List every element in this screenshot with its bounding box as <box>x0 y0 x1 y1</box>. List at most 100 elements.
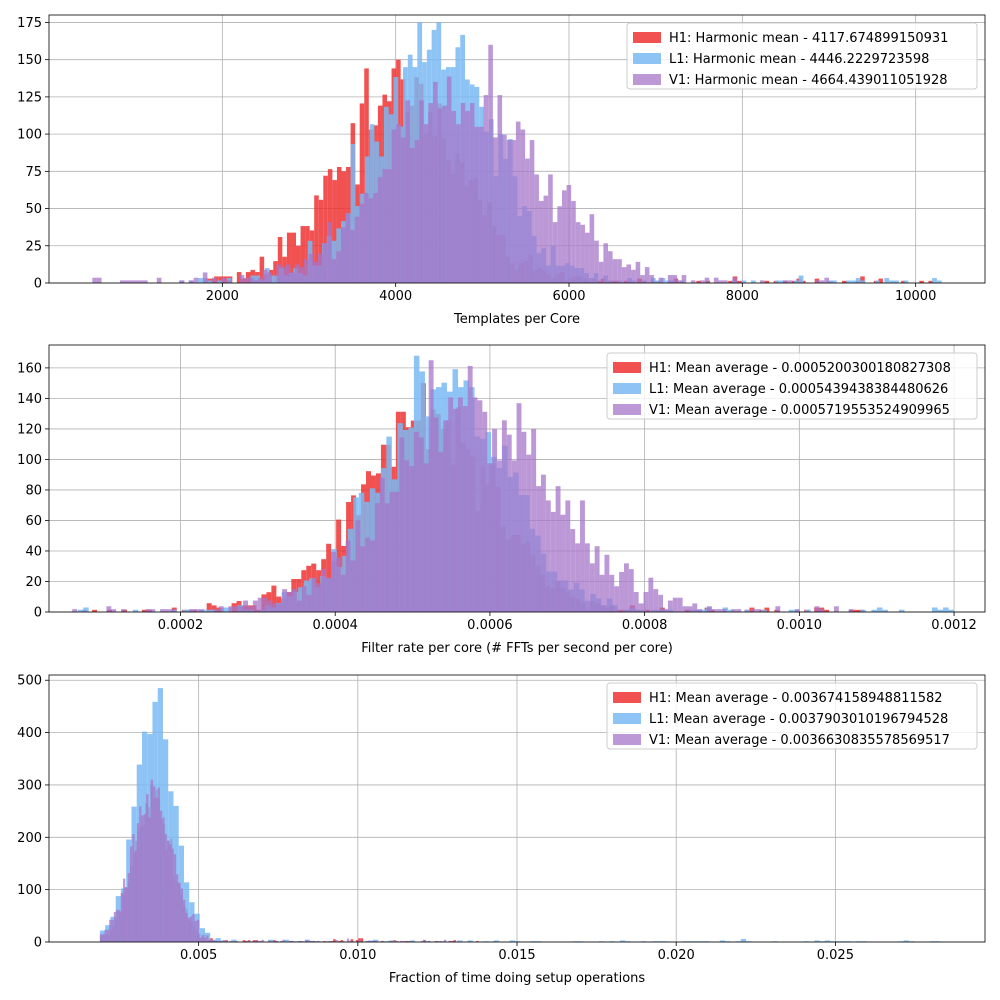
series-3-bar-73 <box>428 103 434 283</box>
series-3-bar-24 <box>155 797 158 942</box>
series-3-bar-19 <box>164 609 170 612</box>
series-3-bar-45 <box>203 937 207 942</box>
ticks: 0.005 0.010 0.015 0.020 0.025 0 100 200 300 400 50… <box>17 674 854 963</box>
series-3-bar-59 <box>363 193 369 283</box>
legend-swatch-1 <box>633 32 661 43</box>
series-3-bar-89 <box>506 434 512 612</box>
series-3-bar-105 <box>575 222 581 283</box>
series-2-bar-52 <box>373 939 379 942</box>
series-3-bar-63 <box>245 940 248 942</box>
y-tick-label-5: 500 <box>17 674 42 689</box>
series-3-bar-32 <box>173 854 177 942</box>
series-3-bar-105 <box>342 940 345 942</box>
series-3-bar-116 <box>367 940 370 942</box>
series-1-bar-123 <box>408 941 411 942</box>
series-1-bar-34 <box>359 103 365 283</box>
series-2-bar-143 <box>860 280 866 283</box>
series-3-bar-90 <box>307 940 310 942</box>
series-3-bar-123 <box>672 597 678 612</box>
series-3-bar-43 <box>290 272 295 283</box>
series-3-bar-91 <box>516 403 522 612</box>
series-1-bar-150 <box>476 941 479 942</box>
series-3-bar-75 <box>438 451 444 612</box>
series-3-bar-30 <box>169 844 172 942</box>
series-3-bar-84 <box>482 411 488 612</box>
series-3-bar-26 <box>212 277 217 283</box>
series-3-bar-45 <box>299 267 305 283</box>
series-1-bar-14 <box>141 609 147 612</box>
y-tick-label-2: 40 <box>25 544 42 559</box>
series-3-bar-64 <box>384 503 390 612</box>
series-3-bar-86 <box>492 428 498 612</box>
x-tick-label-1: 4000 <box>379 289 412 304</box>
series-3-bar-124 <box>677 597 683 612</box>
bars <box>99 688 941 942</box>
series-3-bar-123 <box>658 277 664 283</box>
series-2-bar-156 <box>932 607 938 612</box>
legend-label-2: L1: Mean average - 0.0037903010196794528 <box>649 712 948 727</box>
series-1-bar-26 <box>323 175 328 283</box>
series-3-bar-41 <box>281 267 286 283</box>
series-3-bar-12 <box>127 873 130 942</box>
series-3-bar-29 <box>213 609 219 612</box>
series-3-bar-75 <box>437 108 443 283</box>
series-3-bar-127 <box>692 603 698 612</box>
series-2-bar-143 <box>860 609 866 612</box>
legend: H1: Mean average - 0.003674158948811582 L… <box>606 682 978 750</box>
series-2-bar-118 <box>719 940 726 942</box>
series-3-bar-95 <box>529 140 535 283</box>
series-3-bar-23 <box>153 786 156 942</box>
y-tick-label-4: 400 <box>17 726 42 741</box>
series-3-bar-35 <box>253 280 259 283</box>
series-1-bar-89 <box>323 941 326 942</box>
series-2-bar-129 <box>793 280 799 283</box>
series-3-bar-49 <box>317 253 323 283</box>
series-3-bar-0 <box>72 609 78 612</box>
series-3-bar-136 <box>718 280 724 283</box>
x-tick-label-1: 0.0004 <box>312 618 358 633</box>
x-axis-label: Fraction of time doing setup operations <box>389 971 646 986</box>
series-1-bar-54 <box>235 941 238 942</box>
series-3-bar-30 <box>218 606 224 612</box>
series-2-bar-120 <box>751 280 756 283</box>
series-1-bar-144 <box>860 276 865 283</box>
series-2-bar-130 <box>798 275 804 283</box>
series-3-bar-72 <box>423 124 429 283</box>
series-3-bar-153 <box>819 609 825 612</box>
series-3-bar-36 <box>183 899 186 942</box>
series-3-bar-101 <box>565 500 571 612</box>
series-1-bar-140 <box>450 941 454 942</box>
series-3-bar-152 <box>814 606 820 612</box>
series-3-bar-148 <box>794 609 800 612</box>
series-3-bar-59 <box>360 546 366 612</box>
series-3-bar-82 <box>472 397 478 612</box>
series-2-bar-36 <box>350 144 356 283</box>
series-3-bar-85 <box>487 463 493 612</box>
series-3-bar-79 <box>282 939 285 942</box>
series-3-bar-72 <box>423 463 429 612</box>
series-1-bar-28 <box>211 605 217 612</box>
series-2-bar-158 <box>943 607 949 612</box>
series-3-bar-139 <box>420 940 424 942</box>
series-2-bar-136 <box>827 280 833 283</box>
series-3-bar-145 <box>759 280 765 283</box>
series-1-bar-27 <box>206 603 212 612</box>
series-3-bar-110 <box>598 261 604 283</box>
series-2-bar-100 <box>655 280 661 283</box>
series-3-bar-32 <box>239 275 245 283</box>
series-2-bar-140 <box>846 280 852 283</box>
series-3-bar-67 <box>254 940 257 942</box>
series-3-bar-104 <box>580 500 585 612</box>
series-3-bar-74 <box>433 417 439 612</box>
series-1-bar-18 <box>286 232 292 283</box>
series-3-bar-20 <box>146 794 149 942</box>
series-3-bar-115 <box>365 940 368 942</box>
series-3-bar-8 <box>118 910 121 942</box>
series-2-bar-152 <box>903 280 909 283</box>
series-3-bar-144 <box>775 606 781 612</box>
y-tick-label-2: 50 <box>25 202 42 217</box>
series-3-bar-79 <box>456 124 461 283</box>
legend-box <box>626 22 978 90</box>
series-3-bar-14 <box>156 277 162 283</box>
series-3-bar-67 <box>400 137 406 283</box>
